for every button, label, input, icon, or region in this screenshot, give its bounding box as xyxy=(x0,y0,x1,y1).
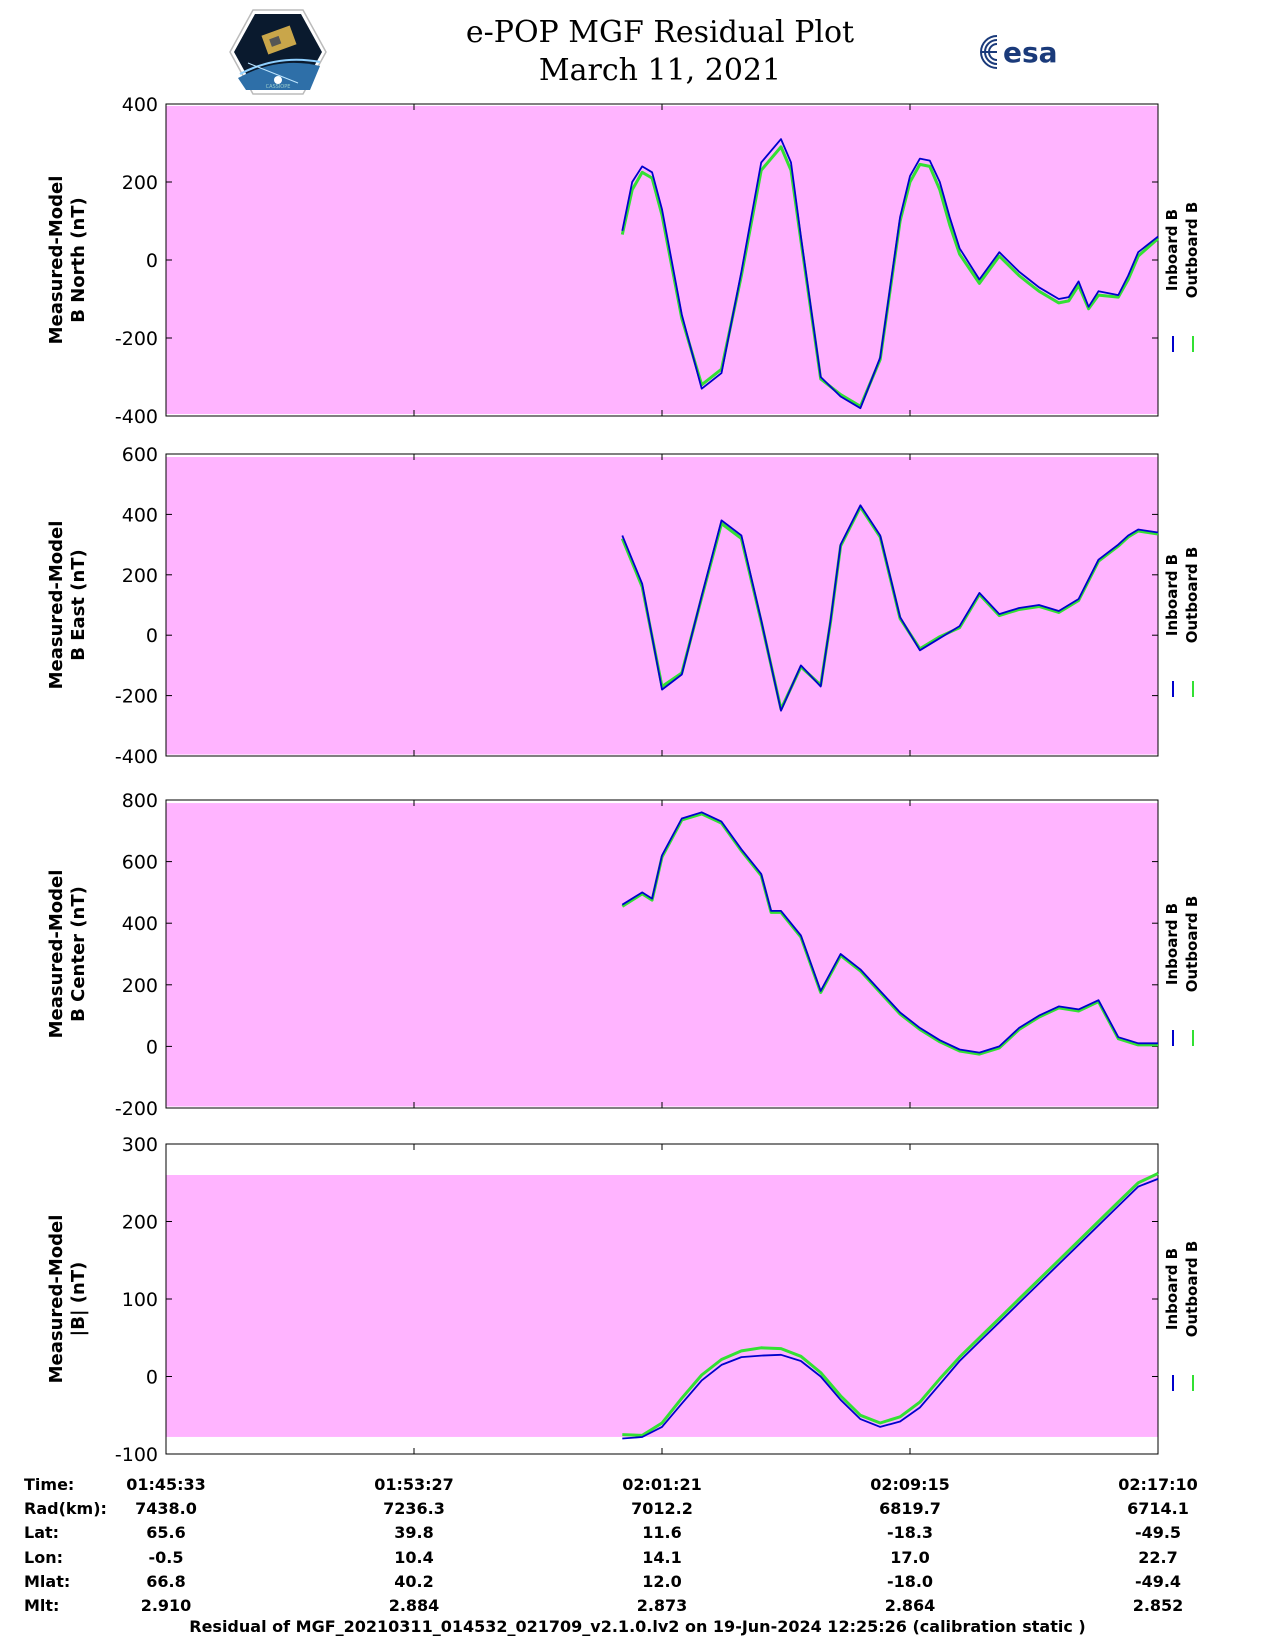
ephemeris-lat-value: 11.6 xyxy=(642,1523,681,1542)
ephemeris-mlt-value: 2.852 xyxy=(1133,1596,1184,1615)
ephemeris-mlt-value: 2.884 xyxy=(389,1596,440,1615)
panel-1-ytick-label: 400 xyxy=(122,94,158,116)
panel-2-legend-inboard: Inboard B xyxy=(1163,554,1181,636)
logo-esa-text: esa xyxy=(1003,36,1058,69)
ephemeris-mlat-value: -18.0 xyxy=(887,1572,933,1591)
panel-4-legend-inboard: Inboard B xyxy=(1163,1248,1181,1330)
ephemeris-rad-value: 6714.1 xyxy=(1127,1499,1189,1518)
ephemeris-lat-value: -18.3 xyxy=(887,1523,933,1542)
panel-3-ytick-label: -200 xyxy=(115,1098,158,1120)
panel-1-inboard-line xyxy=(621,138,1159,410)
panel-3-legend-inboard: Inboard B xyxy=(1163,903,1181,985)
ephemeris-time-value: 01:53:27 xyxy=(374,1475,454,1494)
ephemeris-rad-value: 7438.0 xyxy=(135,1499,197,1518)
panel-3-band xyxy=(166,803,1158,1107)
panel-3-legend-outboard: Outboard B xyxy=(1183,896,1201,993)
plot-title: e-POP MGF Residual Plot March 11, 2021 xyxy=(380,14,940,90)
panel-1-ytick-label: 200 xyxy=(122,172,158,194)
panel-3-ytick-label: 200 xyxy=(122,975,158,997)
ephemeris-row-label: Lon: xyxy=(24,1548,63,1567)
ephemeris-lon-value: 22.7 xyxy=(1138,1548,1177,1567)
panel-4-band xyxy=(166,1175,1158,1437)
panel-4-ylabel-1: Measured-Model xyxy=(46,1215,67,1384)
ephemeris-mlat-value: 12.0 xyxy=(642,1572,681,1591)
ephemeris-mlt-value: 2.910 xyxy=(141,1596,192,1615)
panel-2-ylabel-2: B East (nT) xyxy=(68,549,89,661)
esa-logo: esa xyxy=(980,35,1058,69)
panel-4-ytick-label: 100 xyxy=(122,1289,158,1311)
panel-1-band xyxy=(166,105,1158,415)
panel-2-inboard-line xyxy=(621,504,1159,712)
panel-2-ylabel-1: Measured-Model xyxy=(46,521,67,690)
ephemeris-mlat-value: -49.4 xyxy=(1135,1572,1181,1591)
cassiope-logo: CASSIOPE xyxy=(229,9,327,95)
ephemeris-row-label: Rad(km): xyxy=(24,1499,107,1518)
panel-2-ytick-label: 600 xyxy=(122,444,158,466)
panel-4-ytick-label: 0 xyxy=(146,1367,158,1389)
panel-1-ytick-label: -200 xyxy=(115,328,158,350)
panel-4-ylabel-2: |B| (nT) xyxy=(68,1262,89,1337)
panel-1-outboard-line xyxy=(620,145,1159,408)
panel-3-ytick-label: 400 xyxy=(122,913,158,935)
ephemeris-time-value: 02:09:15 xyxy=(870,1475,950,1494)
ephemeris-lat-value: 39.8 xyxy=(394,1523,433,1542)
ephemeris-mlt-value: 2.864 xyxy=(885,1596,936,1615)
panel-1-ytick-label: 0 xyxy=(146,250,158,272)
panel-4-ytick-label: 300 xyxy=(122,1134,158,1156)
ephemeris-time-value: 02:17:10 xyxy=(1118,1475,1198,1494)
ephemeris-row-label: Mlt: xyxy=(24,1596,59,1615)
panel-1-ylabel-1: Measured-Model xyxy=(46,176,67,345)
panel-4-outboard-line xyxy=(622,1172,1159,1437)
ephemeris-rad-value: 7012.2 xyxy=(631,1499,693,1518)
ephemeris-lat-value: 65.6 xyxy=(146,1523,185,1542)
panel-3-ytick-label: 600 xyxy=(122,852,158,874)
panel-2-legend-outboard: Outboard B xyxy=(1183,547,1201,644)
title-line-1: e-POP MGF Residual Plot xyxy=(465,15,855,50)
ephemeris-lon-value: 17.0 xyxy=(890,1548,929,1567)
logo-left-text: CASSIOPE xyxy=(266,84,291,90)
ephemeris-lat-value: -49.5 xyxy=(1135,1523,1181,1542)
title-line-2: March 11, 2021 xyxy=(538,53,782,88)
panel-2-ytick-label: 400 xyxy=(122,504,158,526)
panel-1-legend-inboard: Inboard B xyxy=(1163,209,1181,291)
ephemeris-mlt-value: 2.873 xyxy=(637,1596,688,1615)
panel-1-legend-outboard: Outboard B xyxy=(1183,202,1201,299)
ephemeris-lon-value: 10.4 xyxy=(394,1548,433,1567)
panel-4-inboard-line xyxy=(622,1178,1159,1440)
panel-4-ytick-label: -100 xyxy=(115,1444,158,1466)
panel-2-ytick-label: -400 xyxy=(115,746,158,768)
panel-2-band xyxy=(166,457,1158,755)
ephemeris-lon-value: -0.5 xyxy=(149,1548,184,1567)
ephemeris-row-label: Time: xyxy=(24,1475,74,1494)
panel-2-ytick-label: 0 xyxy=(146,625,158,647)
ephemeris-row-label: Mlat: xyxy=(24,1572,70,1591)
panel-4-legend-outboard: Outboard B xyxy=(1183,1241,1201,1338)
panel-3-ytick-label: 800 xyxy=(122,790,158,812)
panel-3-ylabel-1: Measured-Model xyxy=(46,870,67,1039)
ephemeris-time-value: 01:45:33 xyxy=(126,1475,206,1494)
ephemeris-lon-value: 14.1 xyxy=(642,1548,681,1567)
ephemeris-rad-value: 6819.7 xyxy=(879,1499,941,1518)
ephemeris-mlat-value: 40.2 xyxy=(394,1572,433,1591)
panel-3-ytick-label: 0 xyxy=(146,1036,158,1058)
footer-caption: Residual of MGF_20210311_014532_021709_v… xyxy=(189,1617,1086,1636)
panel-3-inboard-line xyxy=(621,811,1158,1054)
ephemeris-rad-value: 7236.3 xyxy=(383,1499,445,1518)
panel-1-ytick-label: -400 xyxy=(115,406,158,428)
panel-4-ytick-label: 200 xyxy=(122,1212,158,1234)
panel-3-outboard-line xyxy=(621,812,1158,1056)
ephemeris-time-value: 02:01:21 xyxy=(622,1475,702,1494)
ephemeris-row-label: Lat: xyxy=(24,1523,59,1542)
panel-3-ylabel-2: B Center (nT) xyxy=(68,886,89,1022)
panel-2-ytick-label: -200 xyxy=(115,686,158,708)
ephemeris-mlat-value: 66.8 xyxy=(146,1572,185,1591)
panel-1-ylabel-2: B North (nT) xyxy=(68,197,89,323)
panel-2-ytick-label: 200 xyxy=(122,565,158,587)
